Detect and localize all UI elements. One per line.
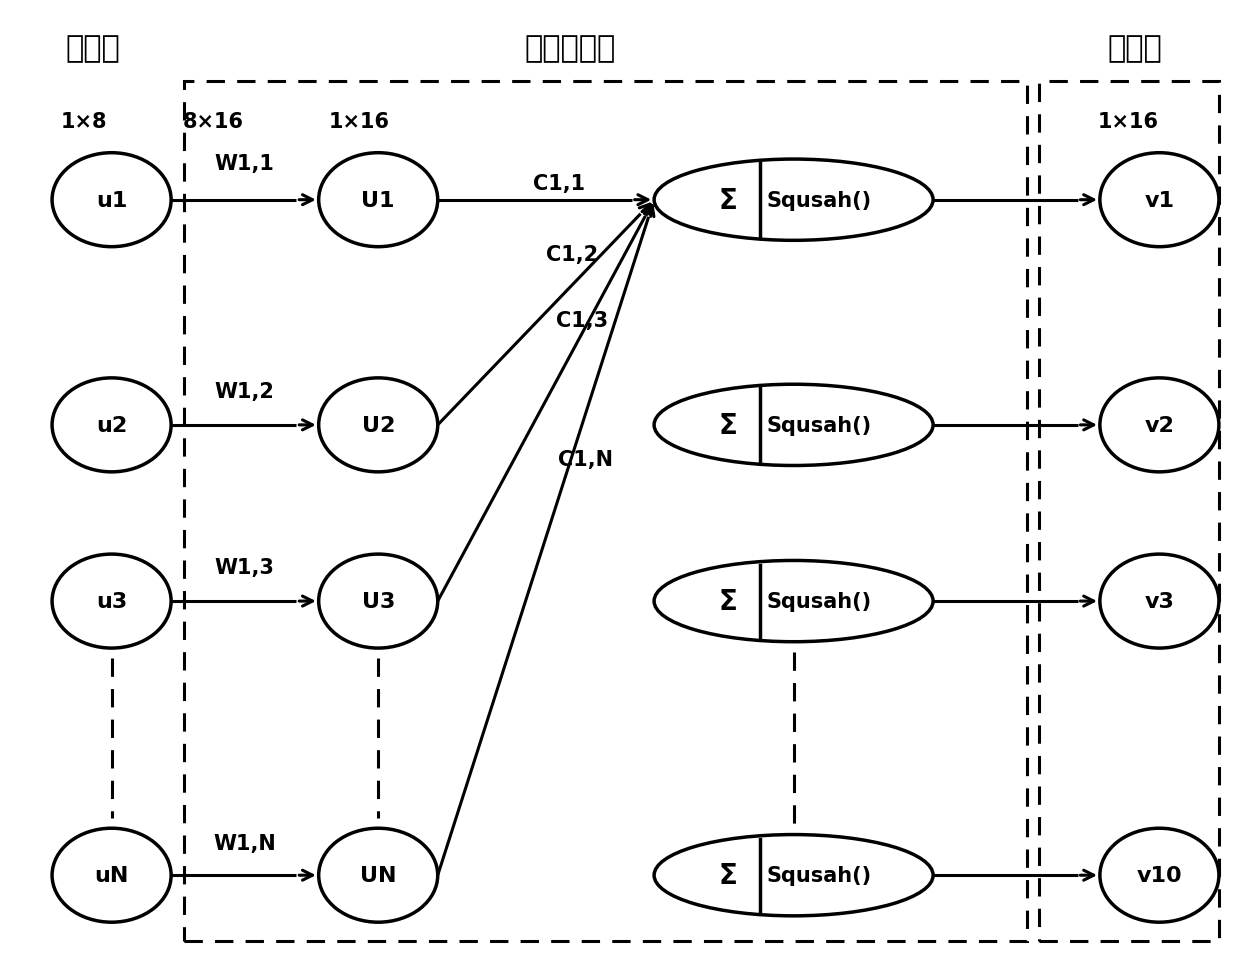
Circle shape: [1100, 154, 1219, 247]
Circle shape: [1100, 828, 1219, 922]
Text: UN: UN: [360, 866, 397, 885]
Text: C1,1: C1,1: [533, 174, 585, 194]
Text: 输出层: 输出层: [1107, 34, 1162, 64]
Text: u1: u1: [95, 191, 128, 210]
Text: W1,N: W1,N: [213, 833, 275, 853]
Text: Squsah(): Squsah(): [766, 592, 872, 611]
Text: v3: v3: [1145, 592, 1174, 611]
Ellipse shape: [655, 385, 934, 467]
Circle shape: [52, 378, 171, 472]
Text: Σ: Σ: [719, 187, 738, 214]
Circle shape: [52, 555, 171, 648]
Text: W1,2: W1,2: [215, 381, 274, 401]
Ellipse shape: [655, 835, 934, 915]
Circle shape: [52, 154, 171, 247]
Text: Σ: Σ: [719, 862, 738, 889]
Circle shape: [1100, 555, 1219, 648]
Text: v2: v2: [1145, 416, 1174, 435]
Text: 8×16: 8×16: [182, 112, 244, 132]
Text: 1×16: 1×16: [329, 112, 391, 132]
Text: U1: U1: [361, 191, 396, 210]
Text: C1,N: C1,N: [558, 450, 613, 469]
Ellipse shape: [655, 561, 934, 643]
Text: u3: u3: [95, 592, 128, 611]
Text: Squsah(): Squsah(): [766, 191, 872, 210]
Text: Σ: Σ: [719, 412, 738, 439]
Text: 1×16: 1×16: [1097, 112, 1159, 132]
Text: u2: u2: [95, 416, 128, 435]
Text: 输入层: 输入层: [66, 34, 120, 64]
Circle shape: [1100, 378, 1219, 472]
Circle shape: [319, 154, 438, 247]
Circle shape: [319, 378, 438, 472]
Text: Squsah(): Squsah(): [766, 866, 872, 885]
Text: C1,2: C1,2: [546, 244, 598, 264]
Circle shape: [319, 828, 438, 922]
Text: W1,3: W1,3: [215, 557, 274, 577]
Text: uN: uN: [94, 866, 129, 885]
Bar: [1039, 82, 1219, 941]
Ellipse shape: [655, 159, 934, 242]
Text: Σ: Σ: [719, 588, 738, 615]
Text: C1,3: C1,3: [556, 311, 608, 331]
Text: v10: v10: [1137, 866, 1182, 885]
Text: v1: v1: [1145, 191, 1174, 210]
Text: 数字胶囊层: 数字胶囊层: [525, 34, 616, 64]
Text: Squsah(): Squsah(): [766, 416, 872, 435]
Circle shape: [319, 555, 438, 648]
Bar: [184, 82, 1027, 941]
Circle shape: [52, 828, 171, 922]
Text: U3: U3: [362, 592, 394, 611]
Text: U2: U2: [362, 416, 394, 435]
Text: 1×8: 1×8: [61, 112, 108, 132]
Text: W1,1: W1,1: [215, 155, 274, 174]
